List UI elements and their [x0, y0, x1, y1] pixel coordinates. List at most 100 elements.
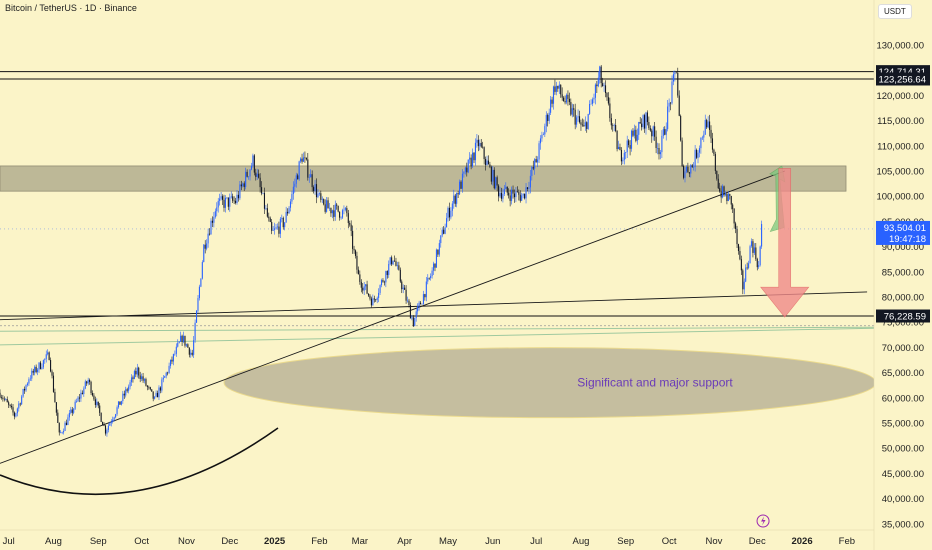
candle-body	[47, 352, 49, 355]
candle-body	[709, 121, 711, 130]
candle-body	[61, 432, 63, 433]
candle-body	[236, 194, 238, 203]
candle-body	[64, 422, 66, 431]
candle	[674, 70, 676, 82]
candle-body	[749, 246, 751, 264]
candle	[117, 401, 120, 409]
candle	[646, 110, 648, 126]
candle	[419, 300, 422, 305]
candle	[564, 95, 566, 105]
candle	[37, 368, 39, 376]
candle-body	[259, 177, 261, 188]
y-tick-label: 70,000.00	[882, 343, 924, 354]
candle-body	[224, 197, 226, 208]
candle	[680, 114, 682, 142]
candle-body	[509, 195, 511, 201]
candle	[472, 148, 474, 169]
candle-body	[334, 204, 336, 217]
candle	[713, 148, 715, 157]
candle	[392, 260, 394, 266]
candle	[552, 85, 555, 110]
resistance-zone	[0, 165, 847, 192]
candle-body	[112, 419, 114, 422]
candle	[295, 172, 297, 188]
candle	[396, 261, 398, 270]
candle-body	[524, 193, 526, 199]
candle-body	[655, 136, 657, 149]
candle	[498, 184, 500, 202]
candle-body	[188, 347, 190, 355]
candle	[13, 411, 16, 420]
x-tick-label: Oct	[134, 536, 149, 547]
candle	[128, 384, 130, 394]
candle	[551, 96, 553, 108]
candle-body	[544, 126, 546, 135]
candle-body	[459, 181, 461, 195]
candle-body	[323, 199, 325, 205]
candle	[248, 176, 250, 180]
candle	[683, 164, 685, 180]
candle	[613, 123, 615, 132]
candle	[707, 116, 709, 129]
candle	[323, 198, 325, 206]
candle	[288, 206, 290, 214]
candle	[129, 379, 131, 390]
y-tick-label: 90,000.00	[882, 242, 924, 253]
candle	[391, 255, 393, 267]
candle-body	[432, 263, 435, 271]
candle-body	[593, 97, 595, 100]
candle-body	[555, 85, 557, 92]
candle	[86, 380, 88, 386]
candle	[511, 186, 513, 205]
candle	[237, 191, 240, 202]
candle	[0, 394, 2, 400]
candle-body	[535, 159, 537, 163]
candle-body	[297, 175, 299, 180]
y-tick-label: 55,000.00	[882, 419, 924, 430]
candle	[52, 372, 55, 393]
candle	[83, 386, 85, 397]
candle	[242, 182, 244, 188]
candle-body	[486, 160, 488, 165]
candle	[655, 130, 657, 154]
candle	[266, 203, 268, 218]
y-tick-label: 40,000.00	[882, 494, 924, 505]
candle	[642, 114, 644, 130]
candle-body	[362, 287, 364, 291]
candle-body	[80, 392, 82, 399]
candle-body	[330, 207, 332, 214]
candle-body	[181, 335, 183, 342]
candle	[255, 168, 257, 181]
candle	[80, 389, 82, 402]
candle-body	[113, 417, 115, 420]
candle-body	[136, 367, 138, 375]
candle-body	[434, 263, 436, 268]
candle	[243, 181, 245, 191]
candle	[301, 153, 303, 164]
candle-body	[21, 396, 23, 405]
candle-body	[151, 389, 153, 392]
candle	[524, 193, 526, 200]
currency-selector[interactable]: USDT	[878, 4, 912, 19]
candle-body	[26, 383, 29, 386]
candle-body	[662, 129, 664, 136]
candle	[467, 159, 469, 174]
candle-body	[349, 223, 351, 225]
candle-body	[301, 158, 303, 162]
candle	[287, 208, 289, 216]
candle-body	[431, 270, 433, 277]
candle-body	[752, 241, 754, 253]
candle	[753, 243, 755, 255]
candle-body	[146, 385, 148, 387]
candle	[604, 80, 607, 98]
candle-body	[11, 405, 13, 408]
candle-body	[9, 404, 11, 406]
candle	[756, 257, 758, 271]
candle-body	[693, 166, 695, 168]
candle-body	[626, 140, 628, 152]
candle	[350, 220, 352, 237]
candle	[428, 277, 430, 280]
candle	[485, 156, 487, 171]
candle	[262, 192, 264, 195]
